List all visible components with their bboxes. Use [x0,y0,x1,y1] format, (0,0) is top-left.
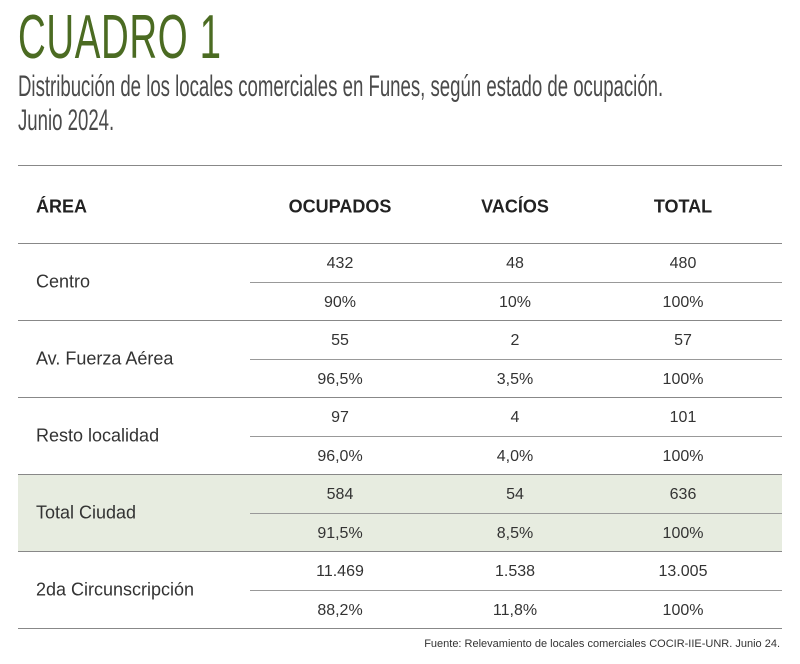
rule [18,397,782,398]
area-label: 2da Circunscripción [36,579,195,599]
title: CUADRO 1 [18,3,222,72]
area-label: Av. Fuerza Aérea [36,348,174,368]
share-cell: 3,5% [496,370,534,388]
rule [18,243,782,244]
area-label: Total Ciudad [36,502,137,522]
rule [18,474,782,475]
count-cell: 13.005 [658,563,708,581]
count-cell: 2 [510,332,520,350]
rule [18,551,782,552]
rule [18,165,782,166]
count-cell: 4 [510,409,520,427]
share-cell: 96,0% [317,447,363,465]
count-cell: 57 [674,332,692,350]
area-label: Resto localidad [36,425,160,445]
count-cell: 55 [331,332,349,350]
header-cell: ÁREA [36,196,88,217]
subtitle: Junio 2024. [18,104,115,137]
share-cell: 91,5% [317,524,363,542]
count-cell: 480 [669,255,697,273]
rule [18,628,782,629]
share-cell: 100% [662,447,704,465]
rule [250,281,782,283]
share-cell: 8,5% [496,524,534,542]
share-cell: 90% [323,293,357,311]
share-cell: 100% [662,293,704,311]
header-cell: VACÍOS [481,196,549,217]
count-cell: 97 [331,409,349,427]
area-label: Centro [36,271,91,291]
share-cell: 96,5% [317,370,363,388]
source: Fuente: Relevamiento de locales comercia… [424,638,780,650]
share-cell: 11,8% [492,601,538,619]
count-cell: 101 [669,409,697,427]
share-cell: 10% [498,293,532,311]
header-cell: TOTAL [653,196,713,217]
rule [250,358,782,360]
share-cell: 100% [662,601,704,619]
count-cell: 1.538 [494,563,536,581]
count-cell: 432 [326,255,354,273]
count-cell: 584 [326,486,354,504]
share-cell: 4,0% [496,447,534,465]
rule [250,589,782,591]
count-cell: 636 [669,486,697,504]
rule [250,512,782,514]
header-cell: OCUPADOS [288,196,392,217]
share-cell: 100% [662,524,704,542]
rule [18,320,782,321]
count-cell: 54 [506,486,524,504]
rule [250,435,782,437]
count-cell: 48 [506,255,524,273]
share-cell: 88,2% [317,601,363,619]
share-cell: 100% [662,370,704,388]
subtitle: Distribución de los locales comerciales … [18,70,664,103]
count-cell: 11.469 [316,563,364,581]
